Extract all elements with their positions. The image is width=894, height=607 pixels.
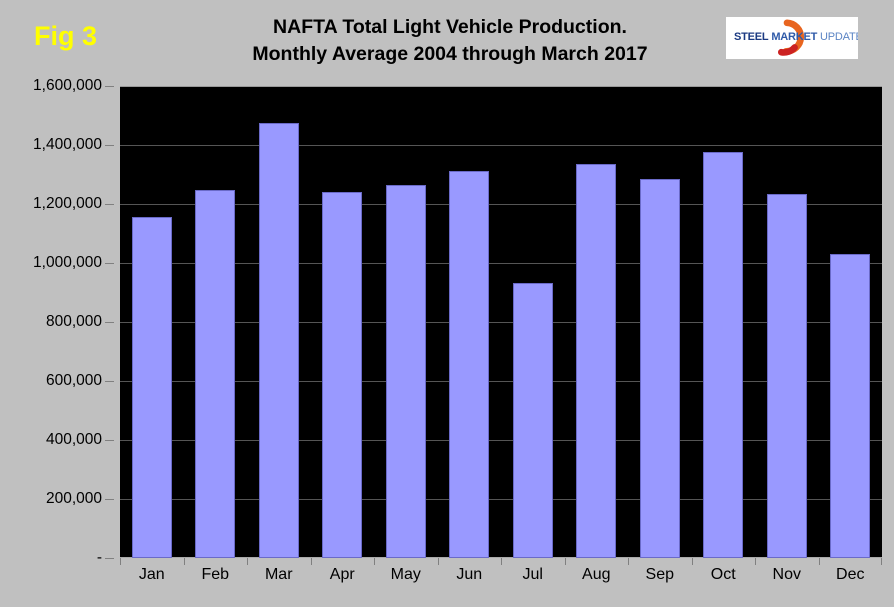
chart-title-line-1: NAFTA Total Light Vehicle Production. xyxy=(273,16,627,38)
gridlines xyxy=(120,86,882,558)
x-axis-tick-label: Apr xyxy=(329,566,355,583)
x-axis-tick-mark xyxy=(881,558,882,565)
swoosh-icon xyxy=(777,19,805,56)
x-axis-tick-label: Mar xyxy=(264,566,293,583)
plot-area xyxy=(120,86,882,558)
gridline xyxy=(120,145,882,146)
y-axis-tick-label: 800,000 xyxy=(45,313,102,330)
x-axis-tick-mark xyxy=(501,558,502,565)
figure-label: Fig 3 xyxy=(34,21,98,51)
bar-dec xyxy=(830,254,871,558)
x-axis-tick-mark xyxy=(310,558,312,565)
gridline xyxy=(120,204,882,205)
bar-feb xyxy=(195,190,236,558)
x-axis-tick-mark xyxy=(247,558,248,565)
y-axis-tick-mark xyxy=(105,381,114,382)
bar-jul xyxy=(512,283,553,558)
bar-may xyxy=(385,184,426,558)
x-axis-tick-label: Dec xyxy=(836,566,865,583)
x-axis-tick-label: Oct xyxy=(710,566,736,583)
y-axis-tick-mark xyxy=(105,322,114,323)
x-axis-tick-mark xyxy=(818,558,820,565)
y-axis-tick-label: 200,000 xyxy=(45,490,102,507)
bar-series xyxy=(120,86,882,558)
y-axis-tick-mark xyxy=(105,263,114,264)
bar-aug xyxy=(576,163,617,558)
x-axis-tick-label: Jan xyxy=(138,566,165,583)
bar-nov xyxy=(766,193,807,558)
chart-title-line-2: Monthly Average 2004 through March 2017 xyxy=(252,43,648,65)
y-axis-tick-mark xyxy=(105,86,114,87)
y-axis-tick-label: 1,000,000 xyxy=(33,254,102,271)
x-axis-tick-label: May xyxy=(390,566,421,583)
gridline xyxy=(120,263,882,264)
x-axis-tick-mark xyxy=(628,558,629,565)
gridline xyxy=(120,86,882,87)
y-axis-tick-mark xyxy=(105,558,114,559)
y-axis-tick-label: 400,000 xyxy=(45,431,102,448)
gridline xyxy=(120,499,882,500)
gridline xyxy=(120,440,882,441)
y-axis-tick-label: 600,000 xyxy=(45,372,102,389)
x-axis-tick-mark xyxy=(437,558,439,565)
x-axis-tick-mark xyxy=(755,558,756,565)
y-axis-tick-mark xyxy=(105,145,114,146)
bar-jun xyxy=(449,170,490,558)
y-axis-tick-mark xyxy=(105,499,114,500)
x-axis-ticks xyxy=(120,558,882,566)
logo-word-update: UPDATE xyxy=(820,31,858,43)
logo-word-market: MARKET xyxy=(771,31,818,43)
gridline xyxy=(120,381,882,382)
x-axis-tick-mark xyxy=(374,558,375,565)
y-axis-tick-label: - xyxy=(96,549,102,566)
x-axis-tick-mark xyxy=(120,558,121,565)
gridline xyxy=(120,322,882,323)
y-axis-tick-mark xyxy=(105,204,114,205)
x-axis-tick-mark xyxy=(183,558,185,565)
x-axis-tick-mark xyxy=(564,558,566,565)
y-axis-tick-label: 1,400,000 xyxy=(33,136,102,153)
x-axis-tick-label: Jun xyxy=(456,566,483,583)
x-axis-tick-label: Nov xyxy=(772,566,801,583)
bar-jan xyxy=(131,217,172,558)
x-axis-tick-mark xyxy=(691,558,693,565)
bar-sep xyxy=(639,178,680,558)
steel-market-update-logo: STEEL MARKET UPDATE xyxy=(726,17,858,59)
bar-oct xyxy=(703,152,744,558)
x-axis-tick-label: Aug xyxy=(582,566,611,583)
bar-mar xyxy=(258,122,299,558)
x-axis-tick-label: Jul xyxy=(522,566,543,583)
logo-word-steel: STEEL xyxy=(734,31,769,43)
chart-title: NAFTA Total Light Vehicle Production. Mo… xyxy=(170,14,730,68)
bar-apr xyxy=(322,192,363,558)
x-axis-tick-label: Feb xyxy=(201,566,230,583)
x-axis: Jan Feb Mar Apr May Jun Jul Aug Sep Oct Nov Dec xyxy=(120,566,882,596)
y-axis-tick-label: 1,600,000 xyxy=(33,77,102,94)
logo-wordmark: STEEL MARKET UPDATE xyxy=(734,31,858,43)
gridline xyxy=(120,557,882,558)
y-axis-tick-mark xyxy=(105,440,114,441)
x-axis-tick-label: Sep xyxy=(645,566,674,583)
y-axis-tick-label: 1,200,000 xyxy=(33,195,102,212)
